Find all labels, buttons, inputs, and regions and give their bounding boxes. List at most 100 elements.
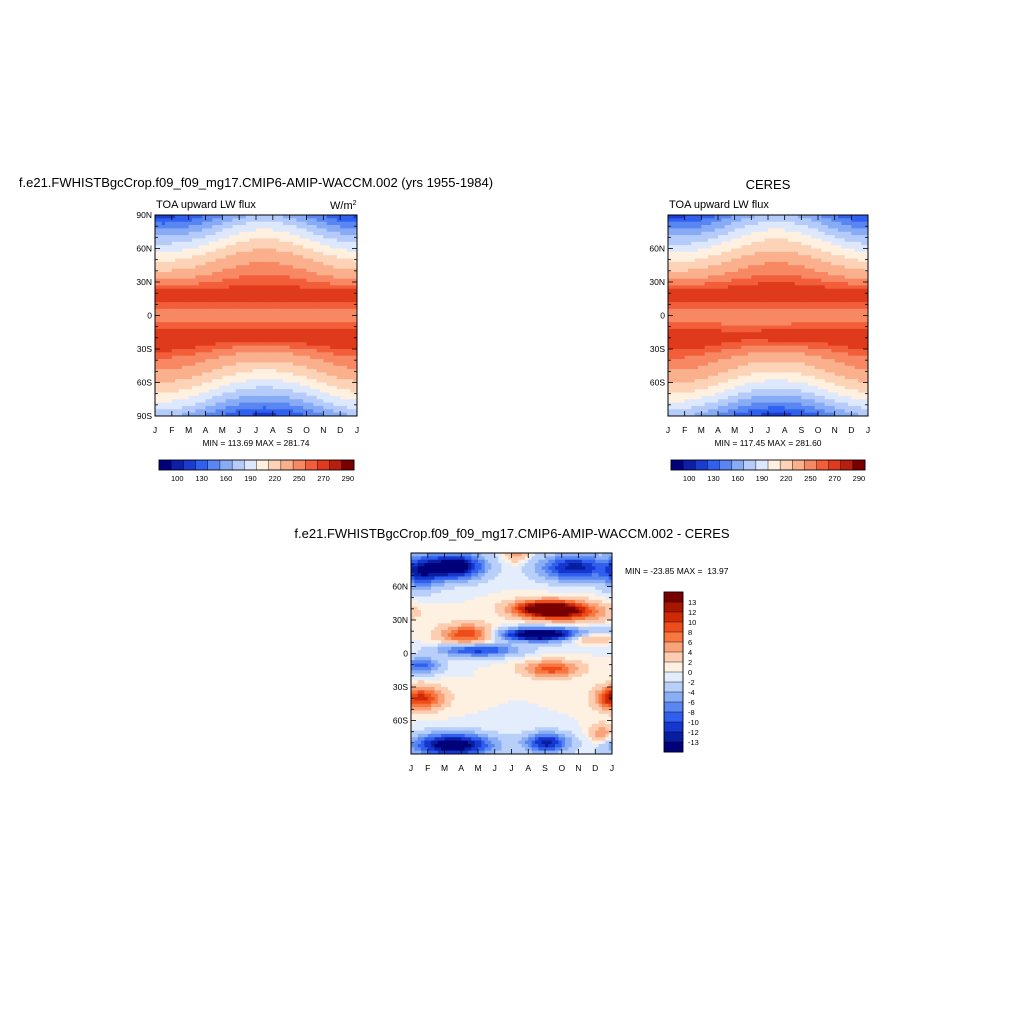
- field-cell: [340, 235, 344, 239]
- field-cell: [218, 405, 223, 410]
- field-cell: [293, 322, 297, 326]
- field-cell: [333, 235, 338, 239]
- field-cell: [350, 389, 355, 393]
- field-cell: [343, 412, 348, 416]
- field-cell: [178, 372, 183, 377]
- field-cell: [222, 328, 227, 333]
- field-cell: [175, 261, 179, 266]
- field-cell: [303, 349, 307, 353]
- field-cell: [761, 225, 766, 229]
- field-cell: [734, 225, 739, 229]
- field-cell: [259, 221, 264, 226]
- field-cell: [195, 369, 200, 373]
- field-cell: [232, 365, 237, 370]
- field-cell: [242, 369, 247, 373]
- field-cell: [158, 292, 163, 296]
- field-cell: [188, 245, 193, 249]
- field-cell: [168, 402, 173, 407]
- field-cell: [269, 308, 274, 313]
- field-cell: [346, 248, 351, 253]
- field-cell: [252, 365, 257, 370]
- field-cell: [181, 235, 186, 239]
- field-cell: [353, 359, 357, 363]
- field-cell: [205, 412, 210, 416]
- field-cell: [181, 278, 186, 283]
- field-cell: [858, 231, 862, 236]
- colorbar-tick-label: 100: [171, 474, 184, 483]
- field-cell: [811, 225, 816, 229]
- field-cell: [316, 349, 321, 353]
- field-cell: [854, 218, 859, 223]
- field-cell: [168, 251, 173, 256]
- field-cell: [161, 379, 166, 383]
- field-cell: [218, 261, 223, 266]
- field-cell: [303, 375, 307, 380]
- field-cell: [728, 271, 732, 276]
- field-cell: [306, 221, 311, 226]
- field-cell: [218, 382, 223, 387]
- field-cell: [245, 342, 250, 347]
- field-cell: [781, 248, 786, 253]
- field-cell: [781, 271, 786, 276]
- field-cell: [841, 258, 846, 263]
- field-cell: [276, 292, 280, 296]
- x-tick-label: J: [355, 425, 359, 435]
- field-cell: [293, 238, 297, 243]
- field-cell: [343, 405, 348, 410]
- field-cell: [333, 251, 338, 256]
- field-cell: [282, 295, 287, 300]
- field-cell: [711, 238, 716, 243]
- field-cell: [192, 349, 196, 353]
- field-cell: [748, 218, 752, 223]
- field-cell: [185, 328, 190, 333]
- field-cell: [330, 315, 334, 320]
- field-cell: [161, 399, 166, 403]
- field-cell: [350, 225, 355, 229]
- field-cell: [198, 369, 203, 373]
- field-cell: [266, 338, 270, 343]
- field-cell: [678, 238, 682, 243]
- field-cell: [222, 231, 227, 236]
- field-cell: [794, 218, 799, 223]
- field-cell: [269, 258, 274, 263]
- field-cell: [289, 271, 294, 276]
- field-cell: [276, 288, 280, 293]
- field-cell: [235, 221, 240, 226]
- field-cell: [239, 318, 243, 323]
- field-cell: [333, 268, 338, 273]
- field-cell: [178, 221, 183, 226]
- field-cell: [165, 295, 169, 300]
- field-cell: [218, 245, 223, 249]
- field-cell: [232, 335, 237, 340]
- field-cell: [198, 292, 203, 296]
- field-cell: [844, 278, 849, 283]
- field-cell: [851, 255, 856, 259]
- field-cell: [721, 231, 726, 236]
- field-cell: [249, 255, 254, 259]
- field-cell: [165, 338, 169, 343]
- field-cell: [195, 275, 200, 280]
- field-cell: [346, 335, 351, 340]
- field-cell: [192, 238, 196, 243]
- field-cell: [155, 225, 159, 229]
- field-cell: [818, 275, 822, 280]
- field-cell: [202, 365, 206, 370]
- field-cell: [279, 399, 284, 403]
- field-cell: [350, 352, 355, 357]
- field-cell: [303, 265, 307, 269]
- field-cell: [192, 292, 196, 296]
- field-cell: [192, 261, 196, 266]
- field-cell: [791, 265, 796, 269]
- field-cell: [289, 332, 294, 336]
- field-cell: [841, 241, 846, 246]
- field-cell: [303, 399, 307, 403]
- field-cell: [333, 258, 338, 263]
- field-cell: [299, 282, 304, 286]
- field-cell: [269, 225, 274, 229]
- field-cell: [165, 352, 169, 357]
- field-cell: [171, 261, 176, 266]
- field-cell: [336, 338, 341, 343]
- field-cell: [202, 405, 206, 410]
- field-cell: [205, 241, 210, 246]
- field-cell: [286, 375, 291, 380]
